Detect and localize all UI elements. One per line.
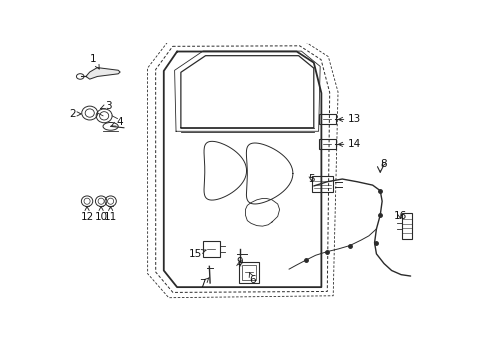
Text: 10: 10: [95, 206, 108, 222]
Bar: [203, 242, 220, 257]
Text: 12: 12: [80, 206, 94, 222]
Text: 1: 1: [90, 54, 99, 69]
Bar: [318, 114, 336, 125]
Bar: [239, 262, 260, 283]
Bar: [402, 213, 412, 239]
Text: 13: 13: [339, 114, 361, 125]
Text: 8: 8: [380, 159, 387, 169]
Text: 6: 6: [249, 273, 256, 285]
Text: 3: 3: [100, 100, 112, 111]
Bar: [318, 139, 336, 149]
Polygon shape: [86, 68, 120, 79]
Bar: [312, 176, 333, 192]
Text: 7: 7: [199, 278, 209, 289]
Text: 4: 4: [112, 117, 123, 127]
Text: 11: 11: [104, 206, 117, 222]
Text: 14: 14: [339, 139, 361, 149]
Text: 9: 9: [236, 257, 243, 267]
Text: 5: 5: [308, 174, 315, 184]
Text: 2: 2: [69, 109, 81, 119]
Text: 15: 15: [189, 249, 206, 259]
Bar: [243, 265, 256, 280]
Text: 16: 16: [393, 211, 407, 221]
